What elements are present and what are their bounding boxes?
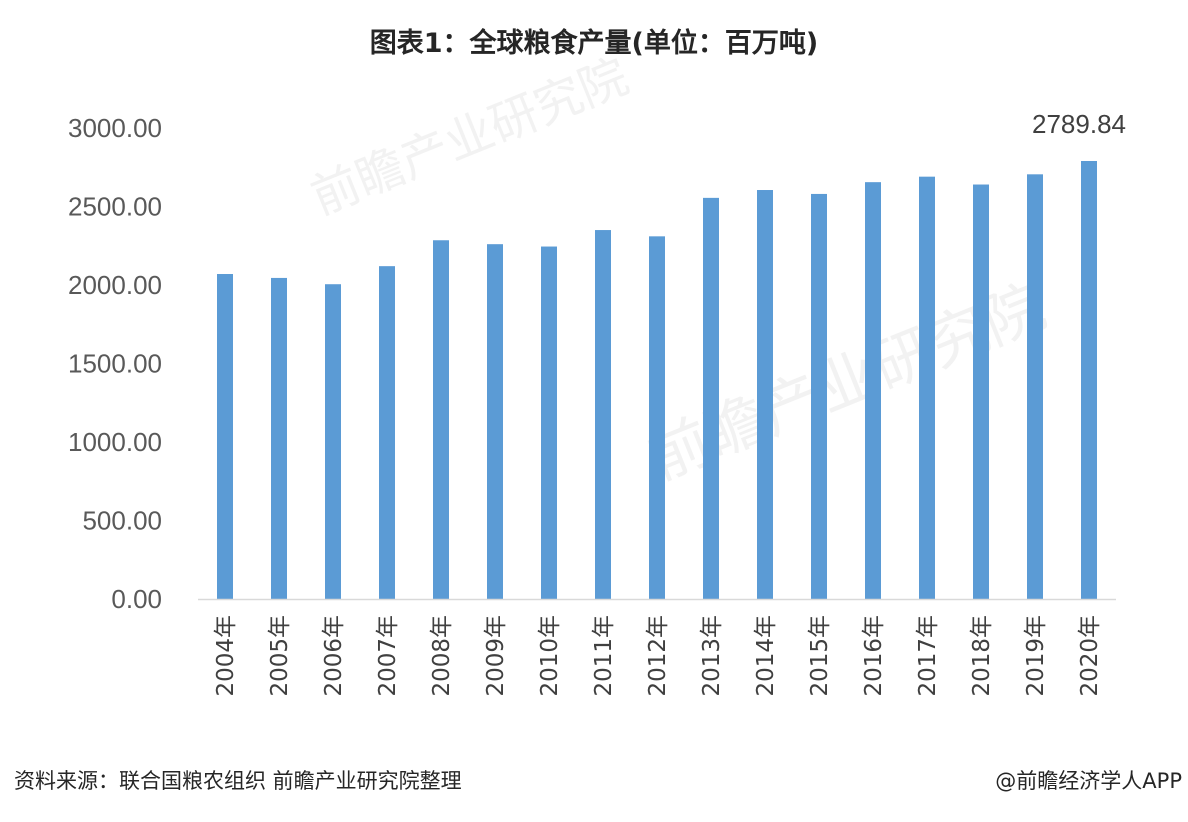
- y-tick-label: 1000.00: [68, 427, 162, 457]
- bar: [379, 266, 395, 599]
- publisher-credit: @前瞻经济学人APP: [995, 769, 1182, 793]
- y-tick-label: 0.00: [111, 584, 162, 614]
- x-tick-label: 2016年: [861, 615, 887, 697]
- bar: [541, 246, 557, 599]
- watermark-logo: 前瞻产业研究院 前瞻产业研究院: [304, 48, 1056, 494]
- y-tick-label: 2500.00: [68, 192, 162, 222]
- source-note: 资料来源：联合国粮农组织 前瞻产业研究院整理: [14, 769, 462, 793]
- bar: [217, 274, 233, 599]
- y-tick-label: 500.00: [82, 506, 162, 536]
- x-tick-label: 2015年: [807, 615, 833, 697]
- x-tick-label: 2019年: [1023, 615, 1049, 697]
- bar: [703, 197, 719, 600]
- bar: [325, 284, 341, 599]
- x-tick-label: 2017年: [915, 615, 941, 697]
- data-labels: 2789.84: [1032, 109, 1126, 139]
- x-tick-label: 2013年: [699, 615, 725, 697]
- y-tick-label: 3000.00: [68, 113, 162, 143]
- bar: [1081, 160, 1097, 599]
- bar: [487, 244, 503, 599]
- watermark-middle: 前瞻产业研究院: [639, 272, 1055, 494]
- x-tick-label: 2005年: [267, 615, 293, 697]
- bar: [973, 184, 989, 599]
- bar: [433, 240, 449, 599]
- bar: [271, 277, 287, 599]
- x-tick-label: 2014年: [753, 615, 779, 697]
- x-tick-label: 2004年: [213, 615, 239, 697]
- bar: [865, 182, 881, 600]
- x-axis-ticks: 2004年 2005年 2006年 2007年 2008年 2009年 2010年 2011年…: [213, 615, 1103, 697]
- x-tick-label: 2011年: [591, 615, 617, 697]
- bar-series: [217, 160, 1097, 600]
- y-tick-label: 2000.00: [68, 270, 162, 300]
- y-axis-ticks: 0.00 500.00 1000.00 1500.00 2000.00 2500.00 30…: [68, 113, 162, 614]
- x-tick-label: 2010年: [537, 615, 563, 697]
- x-tick-label: 2009年: [483, 615, 509, 697]
- bar: [649, 236, 665, 599]
- x-tick-label: 2008年: [429, 615, 455, 697]
- bar: [595, 230, 611, 600]
- bar: [757, 190, 773, 599]
- bar: [811, 193, 827, 599]
- x-tick-label: 2018年: [969, 615, 995, 697]
- x-tick-label: 2006年: [321, 615, 347, 697]
- watermark-top: 前瞻产业研究院: [304, 48, 637, 226]
- chart-title: 图表1：全球粮食产量(单位：百万吨): [370, 27, 818, 59]
- y-tick-label: 1500.00: [68, 349, 162, 379]
- x-tick-label: 2020年: [1077, 615, 1103, 697]
- bar: [1027, 174, 1043, 599]
- x-tick-label: 2012年: [645, 615, 671, 697]
- x-tick-label: 2007年: [375, 615, 401, 697]
- data-label: 2789.84: [1032, 109, 1126, 139]
- bar: [919, 176, 935, 600]
